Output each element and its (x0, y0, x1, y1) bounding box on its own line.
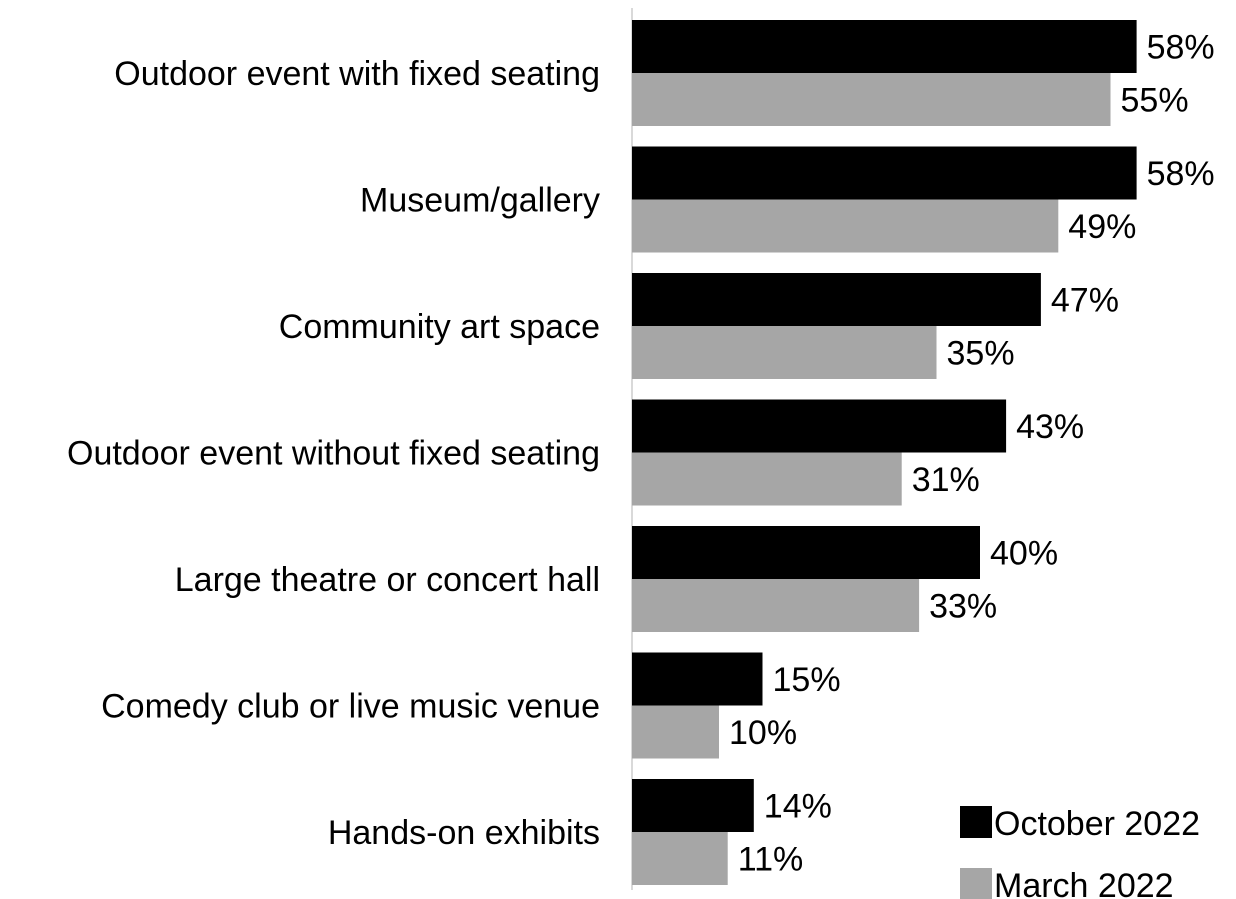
bars-layer (631, 8, 1137, 890)
bar-march-2022 (632, 73, 1111, 126)
category-label: Community art space (279, 308, 600, 346)
data-label: 33% (929, 588, 997, 626)
data-label: 14% (764, 788, 832, 826)
data-label: 40% (990, 535, 1058, 573)
bar-october-2022 (632, 20, 1137, 73)
category-label: Outdoor event without fixed seating (67, 435, 600, 473)
legend-label: October 2022 (994, 805, 1200, 843)
bar-october-2022 (632, 399, 1007, 453)
bar-march-2022 (632, 326, 937, 379)
bar-october-2022 (632, 526, 980, 579)
data-label: 49% (1068, 208, 1136, 246)
legend: October 2022 March 2022 (960, 805, 1200, 899)
data-label: 47% (1051, 282, 1119, 320)
data-label: 11% (738, 841, 804, 879)
legend-swatch (960, 868, 992, 899)
category-label: Large theatre or concert hall (175, 561, 600, 599)
bar-october-2022 (632, 779, 754, 832)
category-label: Outdoor event with fixed seating (114, 55, 600, 93)
data-label: 58% (1147, 29, 1215, 67)
data-label: 55% (1121, 82, 1189, 120)
bar-march-2022 (632, 705, 719, 759)
data-label: 31% (912, 461, 980, 499)
bar-october-2022 (632, 146, 1137, 200)
bar-march-2022 (632, 579, 920, 632)
labels-layer: Outdoor event with fixed seating 58% 55% Mu… (67, 29, 1215, 879)
data-label: 15% (773, 661, 841, 699)
data-label: 10% (729, 714, 797, 752)
bar-october-2022 (632, 273, 1041, 326)
bar-march-2022 (632, 199, 1059, 253)
category-label: Hands-on exhibits (328, 814, 600, 852)
bar-march-2022 (632, 452, 902, 506)
legend-swatch (960, 806, 992, 838)
data-label: 43% (1016, 408, 1084, 446)
category-label: Museum/gallery (360, 182, 600, 220)
category-label: Comedy club or live music venue (101, 688, 600, 726)
bar-march-2022 (632, 832, 728, 885)
legend-label: March 2022 (994, 867, 1174, 899)
data-label: 58% (1147, 155, 1215, 193)
data-label: 35% (947, 335, 1015, 373)
bar-october-2022 (632, 652, 763, 706)
